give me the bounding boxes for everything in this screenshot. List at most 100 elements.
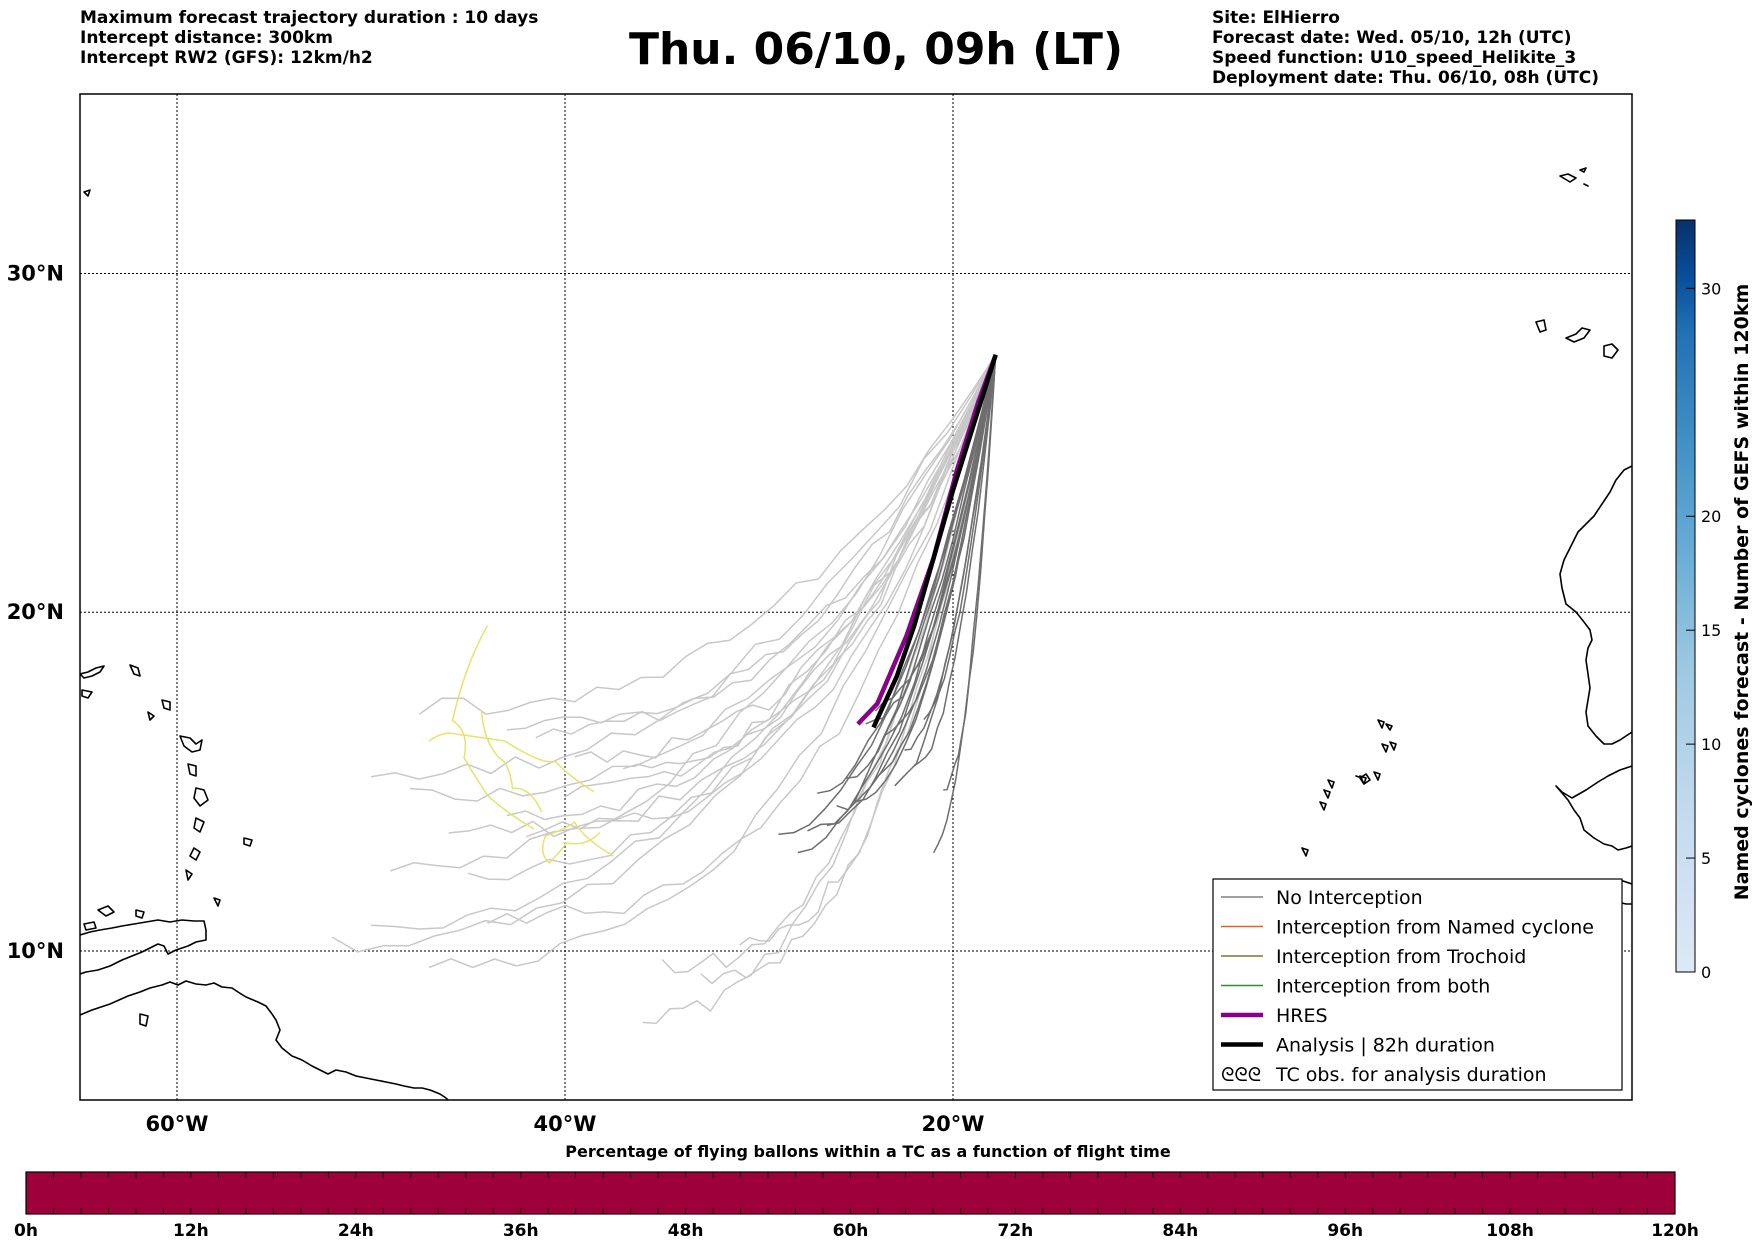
track-yellow <box>541 821 614 864</box>
lon-tick-label: 60°W <box>146 1112 209 1136</box>
header-right-line: Forecast date: Wed. 05/10, 12h (UTC) <box>1212 28 1572 48</box>
map-frame <box>79 93 1633 1101</box>
colorbar-bottom-tick-label: 84h <box>1162 1221 1198 1241</box>
track-analysis <box>871 354 998 729</box>
island <box>83 189 91 197</box>
track-no-interception <box>884 354 997 736</box>
lon-tick-label: 40°W <box>534 1112 597 1136</box>
trajectory-layer <box>331 354 998 1025</box>
colorbar-bottom: Percentage of flying ballons within a TC… <box>14 1142 1699 1241</box>
colorbar-bottom-tick-label: 60h <box>833 1221 869 1241</box>
colorbar-bottom-segments <box>53 1172 1648 1214</box>
track-no-interception <box>564 354 997 798</box>
island <box>189 847 201 861</box>
coastlines <box>80 167 1632 1100</box>
header-right: Site: ElHierro Forecast date: Wed. 05/10… <box>1212 8 1599 88</box>
track-no-interception <box>874 354 997 712</box>
island <box>81 689 93 699</box>
canary-islands <box>1535 167 1619 359</box>
legend-label-hres: HRES <box>1276 1005 1328 1027</box>
track-no-interception <box>390 354 997 872</box>
island <box>97 905 115 917</box>
colorbar-bottom-bar <box>25 1171 1676 1215</box>
legend-label-no_interception: No Interception <box>1276 887 1423 909</box>
header-left: Maximum forecast trajectory duration : 1… <box>80 8 538 68</box>
track-no-interception <box>409 354 997 802</box>
legend: No Interception Interception from Named c… <box>1212 878 1623 1091</box>
colorbar-bottom-tick-label: 12h <box>173 1221 209 1241</box>
island <box>129 664 141 677</box>
island <box>185 869 193 881</box>
track-yellow <box>428 732 595 793</box>
track-no-interception <box>923 354 997 720</box>
colorbar-right-bar <box>1675 219 1696 973</box>
south-america-coast <box>80 980 450 1100</box>
colorbar-bottom-tick-label: 36h <box>503 1221 539 1241</box>
colorbar-right-label: Named cyclones forecast - Number of GEFS… <box>1731 284 1752 901</box>
axis-labels: 10°N 20°N 30°N 60°W 40°W 20°W <box>7 262 985 1136</box>
colorbar-bottom-tick-label: 120h <box>1651 1221 1699 1241</box>
island <box>243 837 253 847</box>
header-left-line: Intercept RW2 (GFS): 12km/h2 <box>80 48 373 68</box>
legend-label-trochoid: Interception from Trochoid <box>1276 946 1526 968</box>
track-no-interception <box>642 354 997 1025</box>
island <box>80 665 105 679</box>
island <box>179 735 203 753</box>
header-left-line: Intercept distance: 300km <box>80 28 333 48</box>
header-right-line: Site: ElHierro <box>1212 8 1340 28</box>
legend-label-analysis: Analysis | 82h duration <box>1276 1035 1495 1057</box>
colorbar-right-tick-label: 5 <box>1701 849 1711 868</box>
colorbar-bottom-tick-label: 0h <box>14 1221 38 1241</box>
track-no-interception <box>467 354 997 881</box>
island <box>193 817 205 833</box>
colorbar-right: 0 5 10 15 20 30 Named cyclones forecast - Num… <box>1675 219 1752 982</box>
track-yellow <box>480 710 543 813</box>
island <box>161 699 171 711</box>
colorbar-right-tick-label: 10 <box>1701 735 1721 754</box>
track-no-interception <box>525 354 997 838</box>
track-no-interception <box>535 354 997 739</box>
track-no-interception <box>622 354 997 770</box>
venezuela-coast <box>80 919 207 975</box>
legend-label-both: Interception from both <box>1276 976 1490 998</box>
track-no-interception <box>419 354 997 715</box>
track-no-interception <box>846 354 997 779</box>
page-title: Thu. 06/10, 09h (LT) <box>628 24 1124 75</box>
header-right-line: Deployment date: Thu. 06/10, 08h (UTC) <box>1212 68 1599 88</box>
island <box>213 897 221 907</box>
lat-tick-label: 30°N <box>7 262 64 286</box>
colorbar-right-tick-label: 0 <box>1701 963 1711 982</box>
header-right-line: Speed function: U10_speed_Helikite_3 <box>1212 48 1577 68</box>
colorbar-bottom-tick-label: 96h <box>1327 1221 1363 1241</box>
colorbar-bottom-tick-label: 72h <box>998 1221 1034 1241</box>
legend-label-named_cyclone: Interception from Named cyclone <box>1276 917 1594 939</box>
island <box>83 921 97 931</box>
track-no-interception <box>894 354 997 787</box>
colorbar-right-ticks: 0 5 10 15 20 30 <box>1686 279 1721 982</box>
lon-tick-label: 20°W <box>922 1112 985 1136</box>
map-content <box>80 94 1632 1100</box>
colorbar-right-tick-label: 15 <box>1701 621 1721 640</box>
track-no-interception <box>943 354 997 791</box>
lat-tick-label: 10°N <box>7 939 64 963</box>
legend-box <box>1212 878 1623 1091</box>
tc-obs-symbol-icon: ᘓᘓᘓ <box>1221 1064 1261 1086</box>
island <box>139 1013 149 1027</box>
colorbar-bottom-tick-label: 48h <box>668 1221 704 1241</box>
colorbar-right-tick-label: 20 <box>1701 507 1721 526</box>
island <box>187 763 197 777</box>
track-no-interception <box>506 354 997 731</box>
island <box>147 711 155 721</box>
track-no-interception <box>913 354 997 767</box>
lat-tick-label: 20°N <box>7 600 64 624</box>
colorbar-bottom-label: Percentage of flying ballons within a TC… <box>565 1142 1171 1161</box>
track-no-interception <box>428 354 997 969</box>
track-no-interception <box>370 354 997 780</box>
track-no-interception <box>797 354 997 854</box>
track-no-interception <box>506 354 997 821</box>
cape-verde-islands <box>1301 719 1397 857</box>
legend-label-tc_obs: TC obs. for analysis duration <box>1275 1064 1547 1086</box>
colorbar-bottom-tick-label: 108h <box>1486 1221 1534 1241</box>
track-yellow <box>451 625 535 830</box>
track-no-interception <box>817 354 997 794</box>
